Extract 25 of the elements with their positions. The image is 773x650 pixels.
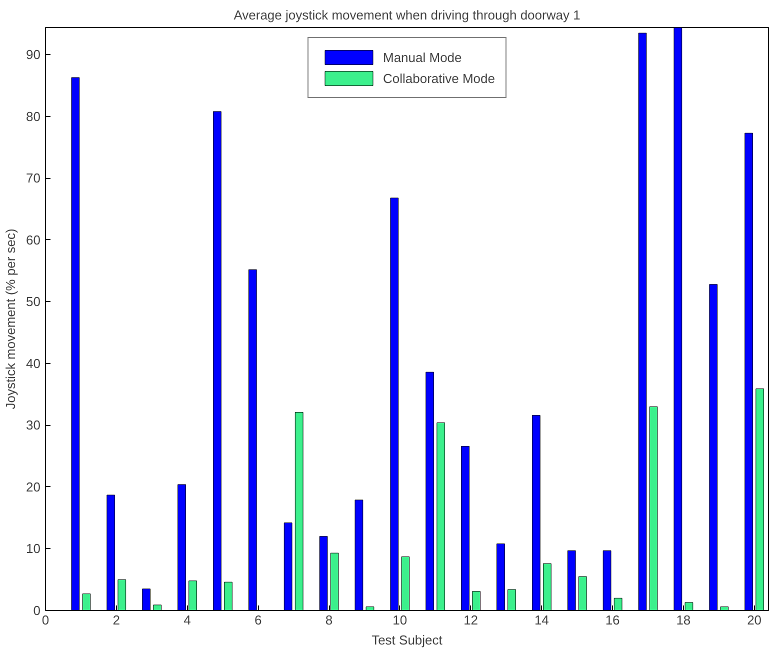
y-axis-title: Joystick movement (% per sec) xyxy=(3,228,18,410)
y-tick-label: 70 xyxy=(26,170,41,186)
x-tick-label: 6 xyxy=(254,612,262,628)
y-tick-label: 20 xyxy=(26,479,41,494)
x-tick-label: 2 xyxy=(112,612,120,628)
x-tick-label: 18 xyxy=(676,612,691,628)
y-tick-label: 90 xyxy=(26,47,41,62)
y-tick-label: 40 xyxy=(26,356,41,371)
x-tick-label: 12 xyxy=(464,612,478,628)
legend-label: Manual Mode xyxy=(382,50,462,64)
y-tick-label: 30 xyxy=(26,418,41,433)
x-tick-label: 4 xyxy=(184,612,191,628)
legend-label: Collaborative Mode xyxy=(382,70,496,86)
y-tick-label: 80 xyxy=(26,108,41,124)
y-tick-label: 10 xyxy=(26,541,41,556)
y-tick-label: 60 xyxy=(26,232,41,248)
y-tick-label: 50 xyxy=(26,294,41,310)
x-tick-label: 16 xyxy=(605,612,620,628)
y-tick-label: 0 xyxy=(33,603,41,618)
x-tick-label: 8 xyxy=(325,612,333,628)
chart-title: Average joystick movement when driving through doorway 1 xyxy=(234,8,580,22)
x-tick-label: 10 xyxy=(392,612,408,628)
x-tick-label: 14 xyxy=(534,612,549,628)
x-tick-label: 20 xyxy=(747,612,762,628)
x-axis-title: Test Subject xyxy=(372,632,443,648)
